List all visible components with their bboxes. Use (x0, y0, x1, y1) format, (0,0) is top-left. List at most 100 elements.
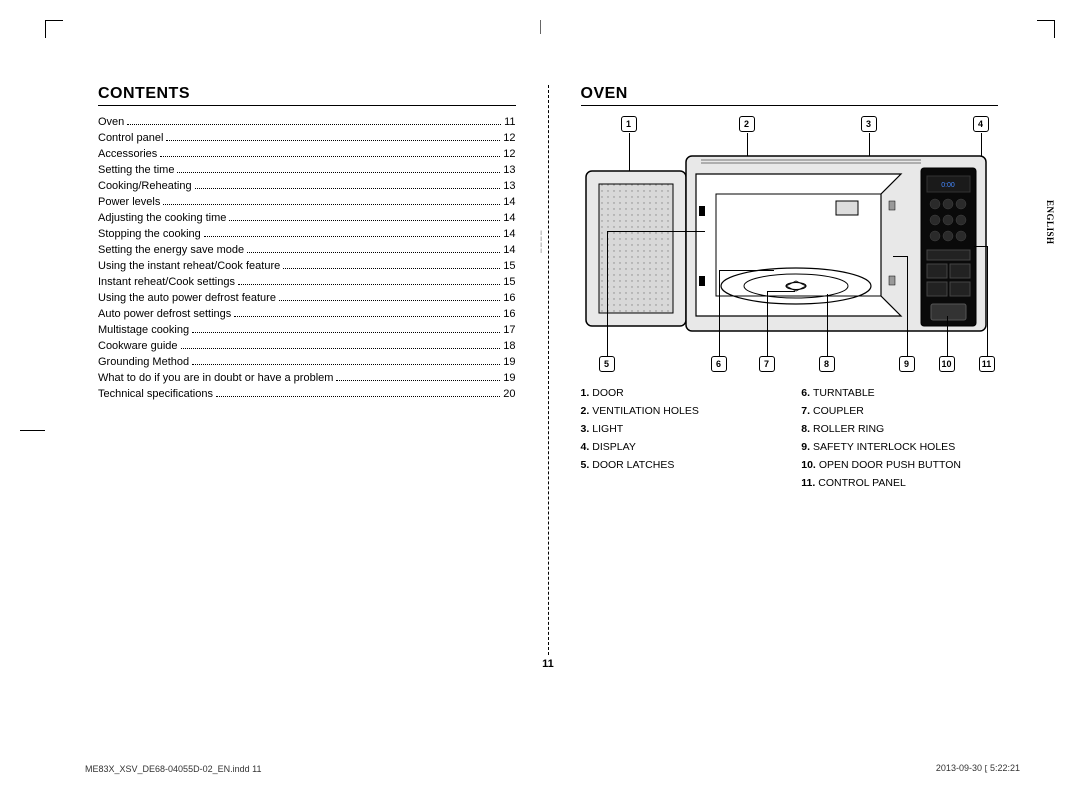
callout-3: 3 (861, 116, 877, 132)
toc-page: 15 (503, 260, 515, 272)
toc-entry: Cookware guide18 (98, 340, 516, 352)
toc-dots (216, 396, 500, 397)
leader (947, 316, 948, 356)
legend-text: LIGHT (592, 423, 623, 435)
callout-1: 1 (621, 116, 637, 132)
toc-dots (247, 252, 500, 253)
legend-item: 8.ROLLER RING (801, 420, 998, 438)
toc-entry: Oven 11 (98, 116, 516, 128)
toc-label: Grounding Method (98, 356, 189, 368)
legend-item: 7.COUPLER (801, 402, 998, 420)
toc-dots (160, 156, 500, 157)
toc-dots (195, 188, 501, 189)
footer-filename: ME83X_XSV_DE68-04055D-02_EN.indd 11 (85, 764, 261, 774)
toc-page: 11 (504, 116, 515, 128)
toc-page: 20 (503, 388, 515, 400)
toc-label: Using the instant reheat/Cook feature (98, 260, 280, 272)
legend-text: ROLLER RING (813, 423, 884, 435)
crop-mark-left (20, 430, 45, 431)
toc-label: Using the auto power defrost feature (98, 292, 276, 304)
legend-left-col: 1.DOOR2.VENTILATION HOLES3.LIGHT4.DISPLA… (581, 384, 778, 492)
column-divider (548, 85, 549, 655)
contents-heading: CONTENTS (98, 85, 516, 106)
toc-page: 13 (503, 180, 515, 192)
legend-text: COUPLER (813, 405, 864, 417)
legend-item: 4.DISPLAY (581, 438, 778, 456)
toc-page: 14 (503, 244, 515, 256)
page-number: 11 (53, 658, 1043, 670)
legend-num: 7. (801, 405, 810, 417)
toc-label: Cookware guide (98, 340, 178, 352)
toc-dots (192, 364, 500, 365)
toc-entry: Instant reheat/Cook settings 15 (98, 276, 516, 288)
leader (719, 270, 720, 356)
callout-9: 9 (899, 356, 915, 372)
toc-entry: Setting the time13 (98, 164, 516, 176)
legend-item: 3.LIGHT (581, 420, 778, 438)
leader (719, 270, 774, 271)
legend-right-col: 6.TURNTABLE7.COUPLER8.ROLLER RING9.SAFET… (801, 384, 998, 492)
toc-page: 14 (503, 228, 515, 240)
toc-label: Accessories (98, 148, 157, 160)
toc-dots (283, 268, 500, 269)
toc-page: 16 (503, 308, 515, 320)
toc-entry: Technical specifications 20 (98, 388, 516, 400)
legend-text: DOOR (592, 387, 624, 399)
leader (607, 231, 608, 316)
leader (607, 316, 608, 356)
toc-label: Technical specifications (98, 388, 213, 400)
toc-label: Control panel (98, 132, 163, 144)
toc-label: Auto power defrost settings (98, 308, 231, 320)
legend-text: CONTROL PANEL (818, 477, 906, 489)
legend-item: 6.TURNTABLE (801, 384, 998, 402)
oven-heading: OVEN (581, 85, 999, 106)
page-content: CONTENTS Oven11Control panel12Accessorie… (53, 30, 1043, 730)
toc-page: 19 (503, 372, 515, 384)
callout-11: 11 (979, 356, 995, 372)
toc-label: Instant reheat/Cook settings (98, 276, 235, 288)
toc-dots (336, 380, 500, 381)
legend-item: 5.DOOR LATCHES (581, 456, 778, 474)
leader (607, 231, 705, 232)
legend-num: 11. (801, 477, 815, 489)
leader (907, 256, 908, 356)
legend-text: SAFETY INTERLOCK HOLES (813, 441, 955, 453)
oven-column: OVEN 1 2 3 4 (581, 85, 999, 655)
toc-list: Oven 11 Control panel12 Accessories 12 Settin… (98, 116, 516, 400)
legend-item: 10.OPEN DOOR PUSH BUTTON (801, 456, 998, 474)
callout-7: 7 (759, 356, 775, 372)
toc-label: Multistage cooking (98, 324, 189, 336)
toc-dots (279, 300, 500, 301)
toc-dots (127, 124, 501, 125)
toc-page: 14 (503, 196, 515, 208)
toc-page: 12 (503, 148, 515, 160)
toc-dots (204, 236, 501, 237)
toc-dots (181, 348, 501, 349)
toc-page: 15 (503, 276, 515, 288)
legend-num: 5. (581, 459, 590, 471)
legend-num: 6. (801, 387, 810, 399)
toc-page: 13 (503, 164, 515, 176)
toc-entry: Power levels14 (98, 196, 516, 208)
leader (987, 246, 988, 356)
toc-entry: Control panel12 (98, 132, 516, 144)
leader (974, 246, 987, 247)
toc-entry: Cooking/Reheating13 (98, 180, 516, 192)
footer-timestamp: 2013-09-30 ⦏ 5:22:21 (936, 763, 1020, 774)
legend-item: 2.VENTILATION HOLES (581, 402, 778, 420)
toc-dots (177, 172, 500, 173)
legend-item: 9.SAFETY INTERLOCK HOLES (801, 438, 998, 456)
toc-entry: Using the auto power defrost feature16 (98, 292, 516, 304)
toc-label: Oven (98, 116, 124, 128)
toc-entry: Using the instant reheat/Cook feature 15 (98, 260, 516, 272)
callout-5: 5 (599, 356, 615, 372)
leader (767, 291, 768, 356)
callout-6: 6 (711, 356, 727, 372)
legend-num: 3. (581, 423, 590, 435)
toc-dots (192, 332, 500, 333)
legend-num: 4. (581, 441, 590, 453)
toc-entry: What to do if you are in doubt or have a… (98, 372, 516, 384)
toc-page: 17 (503, 324, 515, 336)
contents-column: CONTENTS Oven11Control panel12Accessorie… (98, 85, 516, 655)
toc-dots (163, 204, 500, 205)
